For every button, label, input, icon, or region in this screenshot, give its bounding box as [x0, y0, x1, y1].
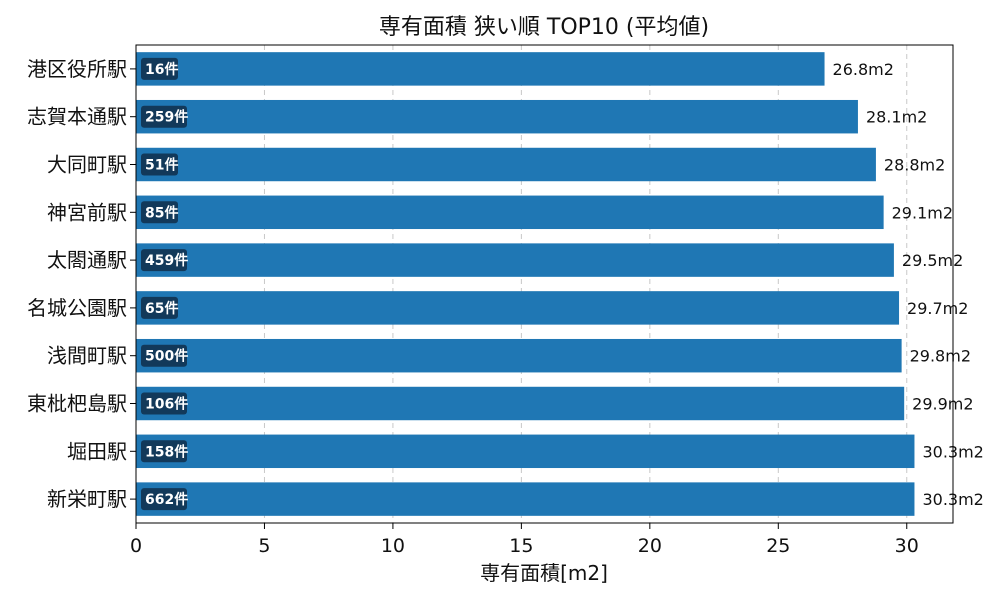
y-tick-label: 東枇杷島駅 [27, 392, 127, 416]
count-badge [141, 344, 187, 367]
bar [136, 291, 900, 325]
count-label: 106件 [145, 396, 188, 413]
bar [136, 434, 915, 469]
count-badge [141, 488, 187, 511]
count-label: 85件 [145, 204, 178, 221]
bar [136, 195, 884, 230]
count-label: 51件 [145, 157, 178, 174]
count-badge [141, 201, 178, 224]
value-label: 28.8m2 [884, 156, 945, 175]
x-axis-ticks: 0 5 10 15 20 25 30 [130, 523, 919, 557]
y-tick-label: 名城公園駅 [27, 296, 127, 320]
bar [136, 52, 825, 86]
count-badge [141, 392, 187, 415]
bar [136, 482, 915, 516]
y-tick-label: 大同町駅 [47, 153, 127, 177]
x-tick-label: 30 [895, 535, 919, 557]
count-label: 65件 [145, 300, 178, 317]
value-label: 29.9m2 [912, 395, 973, 414]
count-badge [141, 57, 178, 80]
count-label: 16件 [145, 61, 178, 78]
y-tick-label: 神宮前駅 [47, 200, 127, 224]
count-label: 662件 [145, 491, 188, 508]
count-label: 500件 [145, 348, 188, 365]
plot-frame [135, 44, 954, 524]
value-label: 29.1m2 [892, 203, 953, 222]
value-label: 28.1m2 [866, 108, 927, 127]
x-tick-label: 25 [766, 535, 790, 557]
x-tick-label: 0 [130, 535, 142, 557]
y-tick-label: 港区役所駅 [27, 57, 127, 81]
count-label: 459件 [145, 252, 188, 269]
bar [136, 147, 876, 182]
x-tick-label: 10 [381, 535, 405, 557]
x-tick-label: 5 [258, 535, 270, 557]
value-label: 29.7m2 [907, 299, 968, 318]
bar [136, 338, 902, 373]
y-tick-label: 志賀本通駅 [27, 105, 127, 129]
y-tick-label: 浅間町駅 [47, 344, 127, 368]
count-badge [141, 153, 178, 176]
bar [136, 99, 858, 134]
x-axis-label: 専有面積[m2] [480, 561, 608, 585]
value-label: 29.5m2 [902, 251, 963, 270]
x-tick-label: 20 [638, 535, 662, 557]
value-label: 26.8m2 [833, 60, 894, 79]
value-label: 29.8m2 [910, 347, 971, 366]
bar [136, 243, 894, 277]
count-badge [141, 296, 178, 319]
count-badge [141, 440, 187, 463]
count-label: 259件 [145, 109, 188, 126]
chart-title: 専有面積 狭い順 TOP10 (平均値) [379, 15, 709, 40]
y-tick-label: 太閤通駅 [47, 248, 127, 272]
count-badge [141, 105, 187, 128]
y-tick-label: 新栄町駅 [47, 487, 127, 511]
x-tick-label: 15 [509, 535, 533, 557]
y-tick-label: 堀田駅 [67, 439, 127, 463]
count-badge [141, 249, 187, 272]
count-label: 158件 [145, 443, 188, 460]
bar [136, 386, 905, 421]
